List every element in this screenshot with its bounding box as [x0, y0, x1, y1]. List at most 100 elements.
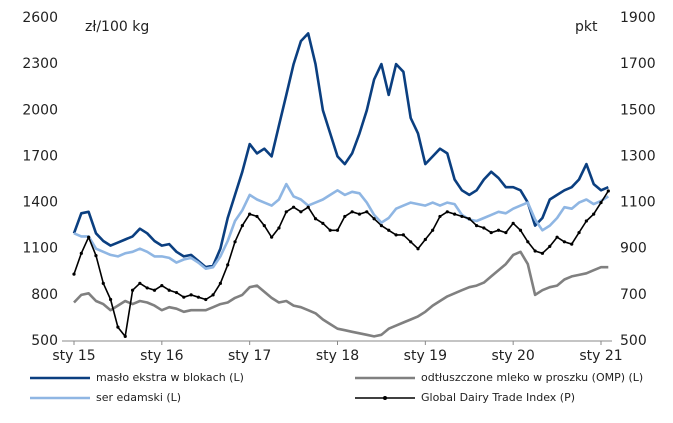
series-marker [182, 295, 186, 299]
series-marker [599, 200, 603, 205]
series-marker [328, 228, 332, 232]
series-marker [577, 230, 581, 235]
series-marker [270, 235, 274, 239]
series-marker [152, 288, 157, 292]
y2-tick-label: 900 [620, 241, 647, 257]
series-marker [108, 297, 113, 302]
series-marker [160, 284, 164, 288]
series-marker [540, 251, 545, 255]
series-line [73, 250, 609, 338]
series-marker [357, 212, 362, 216]
y2-tick-label: 1300 [620, 148, 656, 164]
legend-marker [383, 396, 387, 400]
series-marker [189, 293, 193, 297]
series-marker [211, 293, 215, 297]
series-marker [592, 212, 596, 216]
series-marker [482, 226, 486, 230]
series-marker [438, 214, 442, 219]
series-marker [606, 189, 610, 193]
series-marker [196, 295, 201, 299]
series-marker [204, 297, 208, 302]
series-marker [123, 334, 127, 338]
x-tick-label: sty 17 [228, 348, 271, 364]
series-marker [504, 230, 508, 235]
legend-label: odtłuszczone mleko w proszku (OMP) (L) [421, 371, 643, 384]
series-marker [240, 224, 244, 228]
series-marker [262, 224, 266, 228]
series-marker [167, 288, 171, 292]
series-marker [445, 210, 449, 214]
series-marker [226, 263, 230, 267]
series-marker [101, 281, 105, 285]
series-marker [321, 221, 325, 225]
y-tick-label: 1700 [22, 148, 58, 164]
legend-label: masło ekstra w blokach (L) [96, 371, 244, 384]
series-marker [453, 212, 457, 216]
y2-tick-label: 1100 [620, 195, 656, 211]
series-marker [387, 228, 391, 232]
x-tick-label: sty 16 [140, 348, 183, 364]
series-marker [460, 214, 464, 219]
y2-tick-label: 1500 [620, 102, 656, 118]
series-marker [496, 228, 501, 232]
y-tick-label: 500 [31, 333, 58, 349]
x-tick-label: sty 20 [491, 348, 534, 364]
y2-tick-label: 1700 [620, 56, 656, 72]
series-marker [431, 228, 435, 232]
series-marker [291, 205, 296, 209]
x-tick-label: sty 19 [404, 348, 447, 364]
series-marker [116, 325, 120, 329]
series-marker [313, 217, 318, 221]
series-marker [394, 233, 398, 237]
x-tick-label: sty 21 [579, 348, 622, 364]
legend-label: ser edamski (L) [96, 391, 181, 404]
series-marker [94, 254, 98, 258]
series-marker [79, 251, 83, 255]
series-line [72, 32, 609, 269]
y-unit-label: zł/100 kg [85, 19, 149, 35]
series-marker [584, 219, 588, 223]
y-tick-label: 800 [31, 287, 58, 303]
series-marker [350, 210, 354, 214]
series-marker [284, 210, 288, 214]
series-marker [570, 242, 574, 246]
x-tick-label: sty 18 [316, 348, 359, 364]
series-marker [555, 235, 559, 239]
series-marker [409, 240, 413, 244]
series-marker [277, 226, 281, 230]
x-tick-label: sty 15 [52, 348, 95, 364]
series-marker [518, 228, 523, 232]
y-tick-label: 1100 [22, 241, 58, 257]
series-marker [526, 240, 530, 244]
legend-label: Global Dairy Trade Index (P) [421, 391, 575, 404]
y-tick-label: 2300 [22, 56, 58, 72]
series-marker [467, 217, 471, 221]
series-marker [145, 286, 149, 290]
series-marker [72, 272, 76, 276]
series-marker [401, 233, 405, 237]
series-marker [379, 224, 384, 228]
y-tick-label: 2600 [22, 10, 58, 26]
y2-tick-label: 1900 [620, 10, 656, 26]
series-marker [365, 210, 369, 214]
series-marker [299, 210, 303, 214]
series-marker [511, 221, 515, 225]
series-marker [474, 224, 479, 228]
series-marker [138, 281, 142, 285]
y2-unit-label: pkt [575, 19, 598, 35]
series-marker [255, 214, 259, 219]
series-marker [306, 205, 310, 209]
series-marker [489, 230, 493, 235]
series-marker [533, 249, 537, 253]
series-marker [562, 240, 567, 244]
y-tick-label: 2000 [22, 102, 58, 118]
series-marker [174, 290, 179, 295]
series-marker [372, 217, 376, 221]
y2-tick-label: 700 [620, 287, 647, 303]
y-tick-label: 1400 [22, 195, 58, 211]
series-marker [423, 237, 427, 242]
series-marker [343, 214, 347, 219]
series-marker [248, 212, 252, 216]
series-marker [416, 247, 420, 251]
